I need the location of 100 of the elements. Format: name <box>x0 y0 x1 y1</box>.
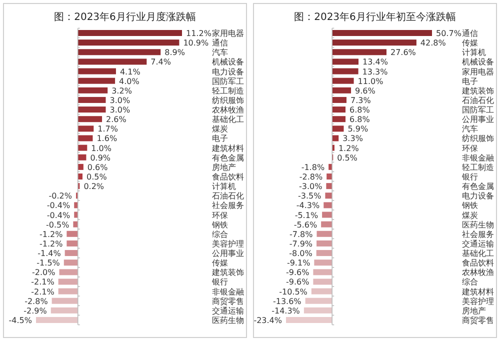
data-label: -1.2% <box>39 239 64 248</box>
data-label: -1.4% <box>38 249 62 258</box>
y-tick-label: 非银金融 <box>212 287 244 296</box>
data-label: 50.7% <box>436 29 462 38</box>
data-label: 1.2% <box>338 144 360 153</box>
data-label: 5.9% <box>348 124 368 134</box>
data-label: 0.5% <box>337 153 358 162</box>
y-tick-label: 纺织服饰 <box>212 96 244 105</box>
data-label: -23.4% <box>254 316 282 325</box>
y-tick-label: 通信 <box>212 38 228 48</box>
data-label: -7.8% <box>290 230 314 239</box>
data-label: -2.1% <box>31 278 55 287</box>
y-tick-label: 银行 <box>461 172 478 182</box>
y-tick-label: 房地产 <box>212 162 236 172</box>
chart-title: 图：2023年6月行业月度涨跌幅 <box>54 11 196 23</box>
y-tick-label: 社会服务 <box>462 230 494 239</box>
y-tick-label: 交通运输 <box>212 306 244 316</box>
y-tick-label: 轻工制造 <box>462 162 494 172</box>
y-tick-label: 建筑材料 <box>461 287 494 296</box>
y-tick-label: 传媒 <box>462 38 478 48</box>
data-label: -3.5% <box>298 192 322 201</box>
data-label: 6.8% <box>350 106 370 115</box>
y-tick-label: 轻工制造 <box>212 86 244 96</box>
y-tick-label: 国防军工 <box>462 106 494 115</box>
y-tick-label: 农林牧渔 <box>212 106 244 115</box>
data-label: -8.0% <box>289 249 313 258</box>
y-tick-label: 环保 <box>462 144 478 153</box>
y-tick-label: 有色金属 <box>212 153 244 162</box>
y-tick-label: 公用事业 <box>462 115 494 124</box>
data-label: 4.1% <box>120 67 141 76</box>
y-tick-label: 计算机 <box>462 48 486 58</box>
data-label: -9.6% <box>286 268 310 278</box>
y-tick-label: 机械设备 <box>212 58 244 67</box>
data-label: -0.4% <box>46 210 71 220</box>
data-label: 0.2% <box>84 182 104 192</box>
data-label: -4.3% <box>296 201 320 210</box>
y-tick-label: 煤炭 <box>212 124 228 134</box>
y-tick-label: 银行 <box>211 278 228 287</box>
data-label: 7.4% <box>150 58 172 67</box>
y-tick-label: 机械设备 <box>462 58 494 67</box>
y-tick-label: 汽车 <box>212 48 228 58</box>
data-label: -9.6% <box>286 278 310 287</box>
data-label: -7.9% <box>289 239 313 248</box>
data-label: -10.5% <box>279 287 308 296</box>
data-label: 9.6% <box>355 86 376 96</box>
y-tick-label: 钢铁 <box>211 220 228 230</box>
data-label: 11.2% <box>186 29 212 38</box>
y-tick-label: 食品饮料 <box>462 258 494 268</box>
data-label: -1.8% <box>301 162 325 172</box>
y-tick-label: 电力设备 <box>212 67 244 76</box>
data-label: 0.9% <box>90 153 111 162</box>
data-label: 7.3% <box>350 96 372 105</box>
y-tick-label: 钢铁 <box>461 201 478 210</box>
y-tick-label: 通信 <box>462 29 478 38</box>
data-label: 8.9% <box>164 48 186 58</box>
data-label: -3.0% <box>298 182 323 192</box>
data-label: 13.4% <box>362 58 388 67</box>
data-label: -1.2% <box>39 230 64 239</box>
data-label: -5.1% <box>294 210 318 220</box>
y-tick-label: 国防军工 <box>212 76 244 86</box>
y-tick-label: 有色金属 <box>462 182 494 192</box>
y-tick-label: 煤炭 <box>462 210 478 220</box>
data-label: 3.3% <box>342 134 364 144</box>
data-label: -9.1% <box>286 258 311 268</box>
data-label: -4.5% <box>8 316 32 325</box>
y-tick-label: 综合 <box>212 230 228 239</box>
y-tick-label: 环保 <box>212 210 228 220</box>
data-label: -0.4% <box>46 201 71 210</box>
data-label: 3.2% <box>112 86 132 96</box>
y-tick-label: 纺织服饰 <box>462 134 494 144</box>
y-tick-label: 房地产 <box>462 306 486 316</box>
data-label: -14.3% <box>272 306 300 316</box>
y-tick-label: 家用电器 <box>212 29 244 38</box>
y-tick-label: 食品饮料 <box>212 172 244 182</box>
y-tick-label: 医药生物 <box>462 220 494 230</box>
data-label: 2.6% <box>106 115 127 124</box>
y-tick-label: 基础化工 <box>212 115 244 124</box>
y-tick-label: 建筑装饰 <box>211 268 244 278</box>
data-label: -2.0% <box>32 268 56 278</box>
data-label: 42.8% <box>420 38 446 48</box>
y-tick-label: 建筑装饰 <box>461 86 494 96</box>
data-label: 0.5% <box>86 172 108 182</box>
data-label: 27.6% <box>390 48 416 58</box>
data-label: 1.6% <box>96 134 118 144</box>
data-label: 4.0% <box>119 76 140 86</box>
chart-title: 图：2023年6月行业年初至今涨跌幅 <box>294 11 456 23</box>
data-label: -2.8% <box>24 296 48 306</box>
y-tick-label: 计算机 <box>212 182 236 192</box>
y-tick-label: 基础化工 <box>462 249 494 258</box>
data-label: 1.0% <box>91 144 112 153</box>
data-label: 11.0% <box>358 76 384 86</box>
y-tick-label: 电子 <box>462 76 478 86</box>
y-tick-label: 汽车 <box>462 124 478 134</box>
y-tick-label: 电力设备 <box>462 192 494 201</box>
y-tick-label: 传媒 <box>212 258 228 268</box>
y-tick-label: 石油石化 <box>462 96 494 105</box>
y-tick-label: 医药生物 <box>212 316 244 325</box>
y-tick-label: 商贸零售 <box>212 296 244 306</box>
y-tick-label: 家用电器 <box>462 67 494 76</box>
data-label: -1.5% <box>36 258 60 268</box>
